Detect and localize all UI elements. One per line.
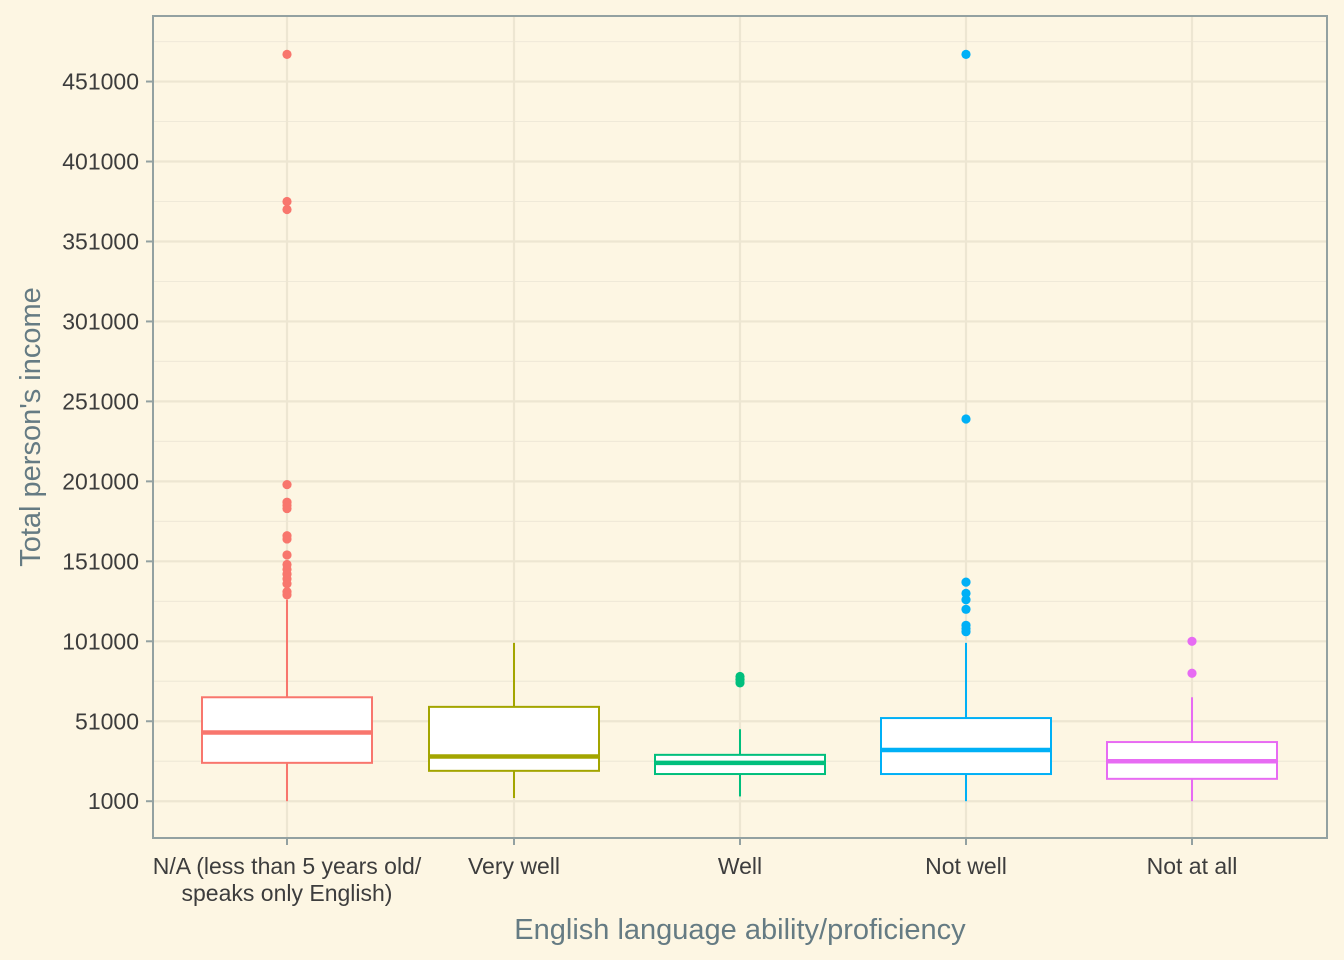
outlier-point [282, 204, 292, 215]
x-tick-label-line: N/A (less than 5 years old/ [153, 853, 422, 879]
y-tick-label: 1000 [88, 788, 139, 814]
y-tick-label: 401000 [62, 149, 139, 175]
box-group [880, 49, 1052, 802]
y-tick-label: 151000 [62, 548, 139, 574]
outlier-point [282, 550, 292, 560]
x-axis-title: English language ability/proficiency [514, 914, 966, 946]
outlier-point [961, 620, 971, 630]
y-tick-label: 101000 [62, 628, 139, 654]
x-tick-label: N/A (less than 5 years old/speaks only E… [153, 853, 422, 906]
y-axis-title: Total person's income [15, 287, 47, 567]
outlier-point [282, 559, 292, 570]
box-layer [201, 49, 1278, 802]
outlier-point [961, 588, 971, 598]
grid-layer [153, 16, 1327, 838]
outlier-point [1187, 668, 1197, 678]
x-tick-label-line: Not at all [1147, 853, 1238, 879]
box-group [654, 671, 826, 797]
outlier-point [282, 479, 292, 490]
x-tick-label: Well [718, 853, 762, 879]
outlier-point [282, 587, 292, 597]
x-tick-label-line: Well [718, 853, 762, 879]
outlier-point [961, 49, 971, 59]
iqr-box [201, 696, 373, 764]
outlier-point [1187, 636, 1197, 646]
x-tick-label: Not well [925, 853, 1007, 879]
outlier-point [961, 577, 971, 587]
box-group [201, 49, 373, 802]
outlier-point [961, 595, 971, 605]
y-tick-label: 51000 [75, 708, 139, 734]
x-tick-label-line: Very well [468, 853, 560, 879]
x-ticks: N/A (less than 5 years old/speaks only E… [153, 838, 1238, 906]
outlier-point [961, 414, 971, 424]
x-tick-label-line: speaks only English) [182, 880, 393, 906]
outlier-point [282, 196, 292, 207]
box-group [1106, 636, 1278, 802]
x-tick-label: Very well [468, 853, 560, 879]
x-tick-label-line: Not well [925, 853, 1007, 879]
y-tick-label: 251000 [62, 388, 139, 414]
x-tick-label: Not at all [1147, 853, 1238, 879]
outlier-point [282, 531, 292, 541]
iqr-box [428, 705, 600, 772]
outlier-point [282, 49, 292, 59]
y-tick-label: 351000 [62, 228, 139, 254]
iqr-box [880, 717, 1052, 776]
box-group [428, 642, 600, 799]
y-tick-label: 451000 [62, 69, 139, 95]
outlier-point [735, 671, 745, 682]
y-tick-label: 201000 [62, 468, 139, 494]
y-ticks: 1000 51000 101000 151000 201000 251000 301000 3… [62, 69, 153, 814]
y-tick-label: 301000 [62, 308, 139, 334]
outlier-point [961, 604, 971, 614]
outlier-point [282, 497, 292, 507]
